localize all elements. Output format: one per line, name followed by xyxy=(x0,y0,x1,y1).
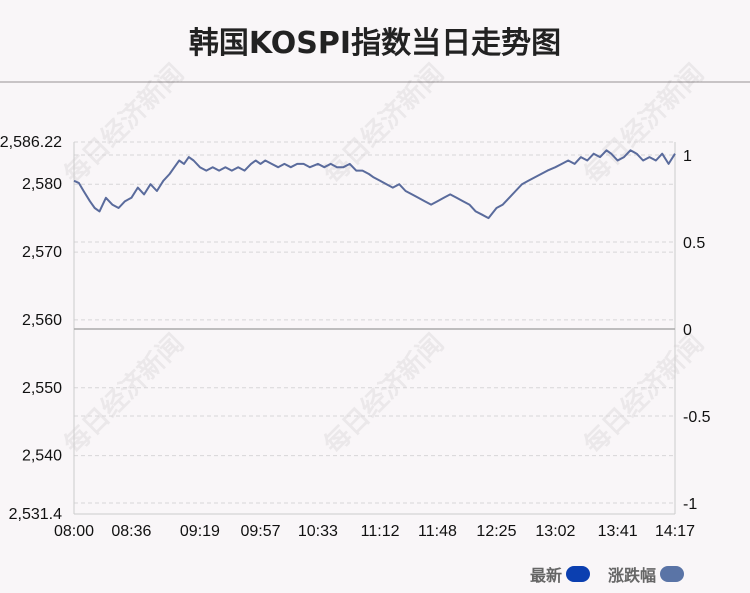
grid-lines xyxy=(74,141,675,515)
y-tick-label-left: 2,586.22 xyxy=(0,134,62,151)
y-axis-left-labels: 2,586.22 2,580 2,570 2,560 2,550 2,540 2,531.4 xyxy=(0,134,62,523)
x-tick-label: 09:19 xyxy=(180,523,220,540)
x-axis-labels: 08:00 08:36 09:19 09:57 10:33 11:12 11:48 12:25… xyxy=(54,523,695,540)
y-tick-label-right: 0.5 xyxy=(683,235,705,252)
x-tick-label: 09:57 xyxy=(240,523,280,540)
y-tick-label-left: 2,531.4 xyxy=(9,506,62,523)
series-layer xyxy=(73,149,676,220)
x-tick-label: 08:36 xyxy=(111,523,151,540)
x-tick-label: 14:17 xyxy=(655,523,695,540)
y-tick-label-right: -1 xyxy=(683,496,697,513)
axes xyxy=(73,142,676,515)
y-tick-label-left: 2,570 xyxy=(22,244,62,261)
legend-label-latest: 最新 xyxy=(529,566,562,585)
watermark-text: 每日经济新闻 xyxy=(578,328,710,460)
legend-label-change: 涨跌幅 xyxy=(607,566,656,585)
y-tick-label-right: -0.5 xyxy=(683,409,711,426)
x-tick-label: 11:12 xyxy=(361,523,400,540)
x-tick-label: 13:02 xyxy=(535,523,575,540)
watermark-text: 每日经济新闻 xyxy=(578,58,710,190)
y-tick-label-left: 2,580 xyxy=(22,176,62,193)
x-tick-label: 13:41 xyxy=(598,523,638,540)
x-tick-label: 08:00 xyxy=(54,523,94,540)
legend-item-latest: 最新 xyxy=(530,562,590,586)
legend-swatch-change xyxy=(660,566,684,582)
y-tick-label-left: 2,540 xyxy=(22,448,62,465)
header-divider xyxy=(0,81,750,83)
watermark-text: 每日经济新闻 xyxy=(318,58,450,190)
legend: 最新 涨跌幅 xyxy=(520,562,684,586)
watermark-text: 每日经济新闻 xyxy=(318,328,450,460)
series-line-0 xyxy=(73,149,676,220)
x-tick-label: 10:33 xyxy=(298,523,338,540)
y-tick-label-right: 0 xyxy=(683,322,692,339)
watermark-text: 每日经济新闻 xyxy=(58,58,190,190)
legend-item-change: 涨跌幅 xyxy=(608,562,684,586)
y-tick-label-right: 1 xyxy=(683,148,692,165)
x-tick-label: 11:48 xyxy=(418,523,457,540)
watermark-text: 每日经济新闻 xyxy=(58,328,190,460)
y-tick-label-left: 2,550 xyxy=(22,380,62,397)
legend-swatch-latest xyxy=(565,566,590,582)
x-tick-label: 12:25 xyxy=(476,523,516,540)
y-axis-right-labels: 1 0.5 0 -0.5 -1 xyxy=(683,148,711,513)
y-tick-label-left: 2,560 xyxy=(22,312,62,329)
chart-title: 韩国KOSPI指数当日走势图 xyxy=(188,26,562,61)
